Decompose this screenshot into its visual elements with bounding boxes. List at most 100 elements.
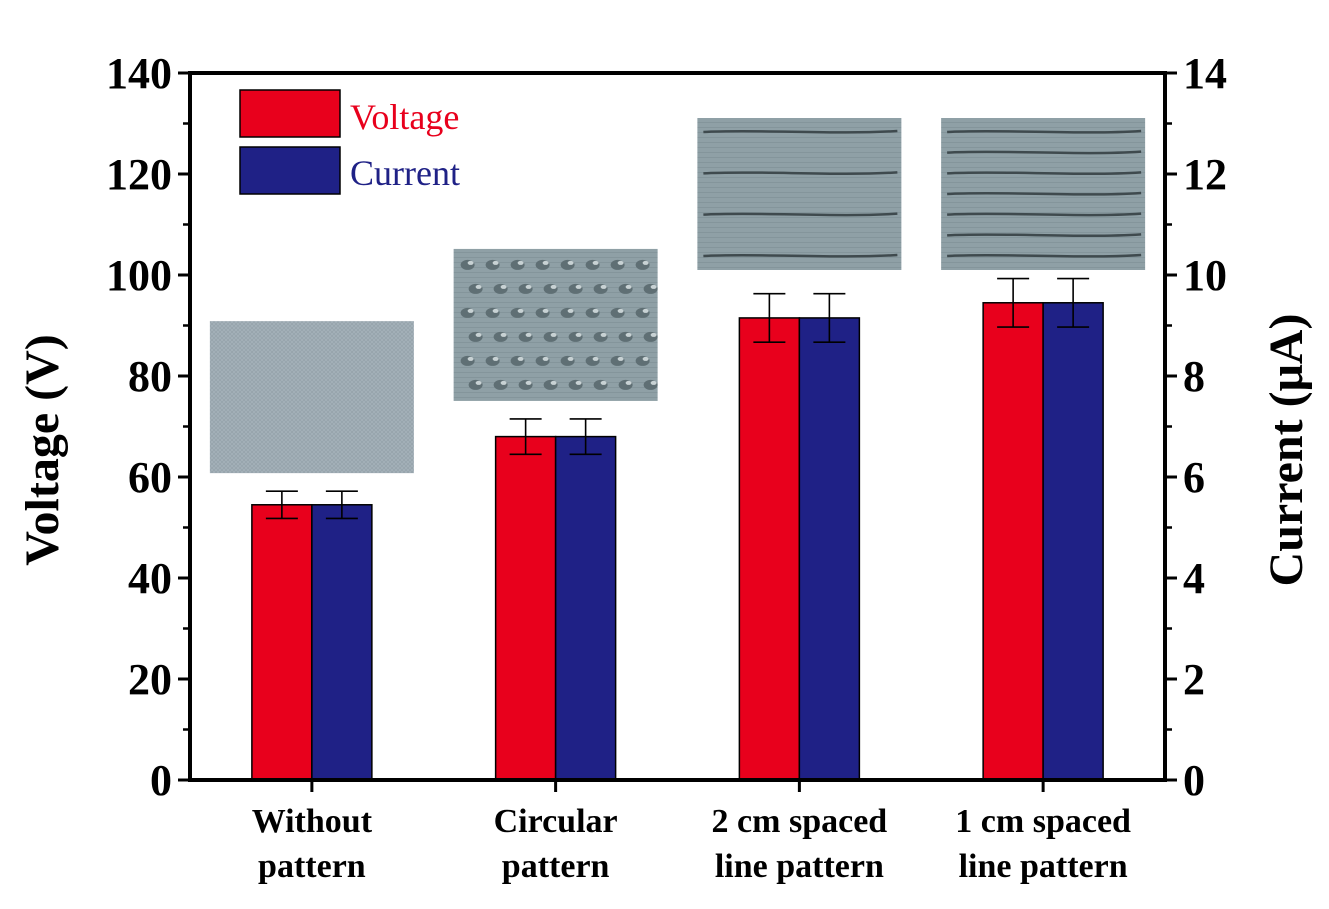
inset-stitch-line [947,253,1142,258]
inset-stitch-highlight [467,356,474,361]
inset-image [697,118,902,270]
inset-stitch-highlight [550,380,557,385]
bar-current [1042,302,1104,781]
right-tick-label: 6 [1183,453,1205,502]
left-axis-ticks: 0 20 40 60 80 100 120 140 [106,49,190,805]
right-tick-label: 4 [1183,554,1205,603]
legend-label-current: Current [350,153,460,193]
category-label: pattern [502,848,610,885]
inset-stitch-highlight [525,380,532,385]
inset-stitch-highlight [492,260,499,265]
bar-current [798,317,861,781]
category-label: pattern [258,848,366,885]
inset-stitch-highlight [625,284,632,289]
right-tick-label: 12 [1183,150,1227,199]
left-tick-label: 80 [128,352,172,401]
inset-stitch-highlight [625,380,632,385]
inset-stitch-line [703,129,898,134]
inset-stitch-highlight [625,332,632,337]
right-tick-label: 0 [1183,756,1205,805]
right-tick-label: 8 [1183,352,1205,401]
legend-swatch-current [239,146,341,195]
inset-stitch-highlight [592,308,599,313]
inset-stitch-highlight [642,260,649,265]
right-tick-label: 10 [1183,251,1227,300]
bar-current [311,504,373,781]
inset-stitch-highlight [500,380,507,385]
left-tick-label: 0 [150,756,172,805]
category-label: 2 cm spaced [712,803,888,840]
inset-stitch-highlight [525,332,532,337]
inset-stitch-highlight [592,356,599,361]
inset-stitch-highlight [467,308,474,313]
inset-stitch-highlight [492,308,499,313]
legend: Voltage Current [239,89,460,195]
x-axis-ticks: Without pattern Circular pattern 2 cm spaced… [252,780,1131,885]
inset-stitch-highlight [550,332,557,337]
inset-stitch-highlight [567,356,574,361]
inset-background [697,118,902,270]
inset-stitch-highlight [475,380,482,385]
left-axis-title: Voltage (V) [16,334,69,566]
right-tick-label: 14 [1183,49,1227,98]
inset-stitch-highlight [525,284,532,289]
inset-stitch-line [947,150,1142,155]
inset-stitch-highlight [575,284,582,289]
inset-image [453,248,658,401]
inset-stitch-highlight [542,308,549,313]
inset-stitch-highlight [517,260,524,265]
inset-stitch-highlight [617,260,624,265]
inset-stitch-highlight [500,332,507,337]
inset-stitch-highlight [642,308,649,313]
inset-stitch-highlight [475,284,482,289]
category-label: line pattern [715,848,884,885]
inset-stitch-highlight [600,284,607,289]
legend-swatch-voltage [239,89,341,138]
left-tick-label: 120 [106,150,172,199]
inset-stitch-highlight [542,356,549,361]
bar-voltage [251,504,313,781]
bars [251,302,1104,781]
inset-stitch-highlight [642,356,649,361]
left-tick-label: 40 [128,554,172,603]
right-tick-label: 2 [1183,655,1205,704]
inset-background [209,321,414,474]
legend-label-voltage: Voltage [350,97,459,137]
inset-stitch-highlight [517,356,524,361]
left-tick-label: 100 [106,251,172,300]
inset-stitch-line [703,171,898,176]
fabric-insets [209,118,1146,474]
bar-current [554,435,617,781]
inset-stitch-highlight [617,308,624,313]
inset-stitch-highlight [650,332,657,337]
right-axis-title: Current (μA) [1260,314,1313,587]
inset-stitch-highlight [475,332,482,337]
inset-stitch-highlight [567,308,574,313]
left-tick-label: 60 [128,453,172,502]
left-tick-label: 20 [128,655,172,704]
inset-stitch-line [947,191,1142,196]
inset-stitch-highlight [575,380,582,385]
inset-stitch-line [947,212,1142,217]
bar-voltage [982,302,1044,781]
inset-image [941,118,1146,270]
inset-stitch-highlight [600,332,607,337]
inset-stitch-line [703,212,898,217]
inset-stitch-highlight [500,284,507,289]
inset-image [209,321,414,474]
inset-stitch-line [703,253,898,258]
inset-stitch-highlight [650,284,657,289]
inset-stitch-line [947,233,1142,238]
error-bars [265,277,1090,520]
inset-stitch-highlight [517,308,524,313]
left-tick-label: 140 [106,49,172,98]
inset-stitch-highlight [575,332,582,337]
inset-stitch-line [947,171,1142,176]
inset-stitch-highlight [592,260,599,265]
inset-stitch-highlight [492,356,499,361]
bar-voltage [738,317,801,781]
inset-stitch-highlight [617,356,624,361]
category-label: Without [252,803,373,840]
category-label: Circular [494,803,618,840]
